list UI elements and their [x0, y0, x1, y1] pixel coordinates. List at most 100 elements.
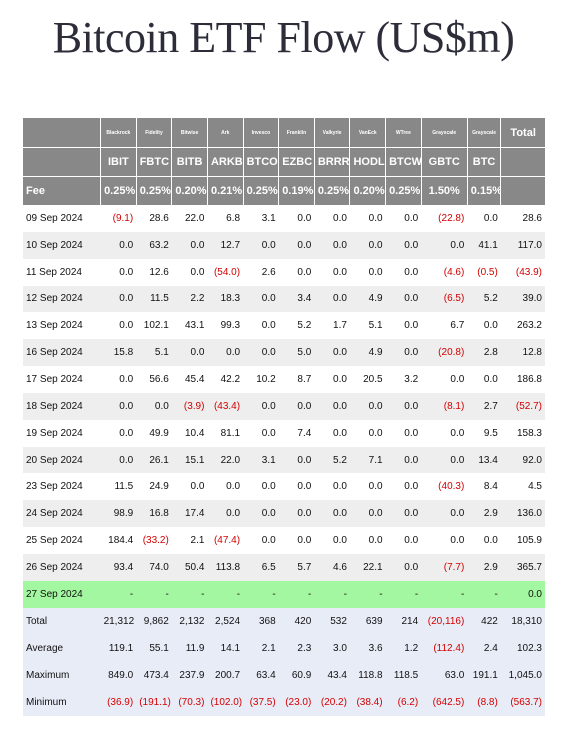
- flow-cell: 5.1: [136, 339, 172, 367]
- summary-cell: (37.5): [243, 688, 279, 716]
- table-row: 23 Sep 2024 11.5 24.9 0.0 0.0 0.0 0.0 0.0 0.0 0.0…: [23, 473, 545, 501]
- table-row: 24 Sep 2024 98.9 16.8 17.4 0.0 0.0 0.0 0.0 0.0 0.…: [23, 500, 545, 528]
- flow-cell: 0.0: [278, 446, 315, 474]
- flow-cell: 0.0: [243, 500, 279, 528]
- date-cell: 12 Sep 2024: [23, 285, 101, 313]
- ticker-header: BRRR: [314, 147, 351, 177]
- flow-cell: 0.0: [385, 258, 422, 286]
- summary-cell: 60.9: [278, 661, 315, 689]
- flow-cell: 102.1: [136, 312, 172, 340]
- fee-cell: 0.25%: [100, 176, 137, 205]
- flow-cell: 0.0: [385, 392, 422, 420]
- flow-cell: 8.4: [467, 473, 501, 501]
- fee-cell: 0.25%: [136, 176, 173, 205]
- summary-cell: 473.4: [136, 661, 172, 689]
- flow-cell: 0.0: [385, 446, 422, 474]
- flow-cell: 6.7: [421, 312, 468, 340]
- table-row: 25 Sep 2024 184.4 (33.2) 2.1 (47.4) 0.0 0.0 0.0…: [23, 527, 545, 554]
- flow-cell: 0.0: [243, 392, 279, 420]
- flow-cell: 81.1: [207, 419, 244, 447]
- fee-cell: 0.15%: [467, 176, 502, 205]
- flow-cell: 11.5: [136, 285, 172, 313]
- flow-cell: (7.7): [421, 553, 468, 581]
- flow-cell: 13.4: [467, 446, 501, 474]
- summary-cell: 639: [349, 607, 386, 635]
- flow-cell: 0.0: [385, 527, 422, 554]
- flow-cell: 0.0: [278, 527, 315, 554]
- summary-cell: (20,116): [421, 607, 468, 635]
- flow-cell: 6.8: [207, 205, 244, 232]
- fee-cell: 0.25%: [385, 176, 422, 205]
- row-total-cell: 136.0: [500, 500, 545, 528]
- flow-cell: -: [171, 580, 208, 608]
- flow-cell: 7.4: [278, 419, 315, 447]
- summary-cell: 119.1: [100, 634, 137, 662]
- flow-cell: 0.0: [278, 392, 315, 420]
- issuer-header: Ark: [207, 118, 244, 148]
- flow-cell: 0.0: [421, 366, 468, 393]
- summary-total-cell: 1,045.0: [500, 661, 545, 689]
- row-total-cell: 365.7: [500, 553, 545, 581]
- summary-cell: 422: [467, 607, 501, 635]
- flow-cell: 18.3: [207, 285, 244, 313]
- flow-cell: 0.0: [385, 231, 422, 259]
- flow-cell: 3.2: [385, 366, 422, 393]
- row-total-cell: 39.0: [500, 285, 545, 313]
- ticker-header-row: IBIT FBTC BITB ARKB BTCO EZBC BRRR HODL BTCW GBTC…: [23, 147, 545, 177]
- ticker-header: BTCO: [243, 147, 280, 177]
- date-cell: 24 Sep 2024: [23, 500, 101, 528]
- summary-cell: 2.3: [278, 634, 315, 662]
- flow-cell: 0.0: [314, 285, 350, 313]
- flow-cell: (9.1): [100, 205, 137, 232]
- flow-cell: 0.0: [314, 527, 350, 554]
- flow-cell: 0.0: [314, 205, 350, 232]
- flow-cell: -: [243, 580, 279, 608]
- flow-cell: -: [100, 580, 137, 608]
- flow-cell: 56.6: [136, 366, 172, 393]
- flow-cell: 0.0: [385, 553, 422, 581]
- summary-cell: 14.1: [207, 634, 244, 662]
- flow-cell: 0.0: [385, 205, 422, 232]
- flow-cell: 4.9: [349, 339, 386, 367]
- flow-cell: 0.0: [385, 285, 422, 313]
- summary-label: Maximum: [23, 661, 101, 689]
- row-total-cell: 158.3: [500, 419, 545, 447]
- date-cell: 11 Sep 2024: [23, 258, 101, 286]
- flow-cell: 12.6: [136, 258, 172, 286]
- fee-row: Fee 0.25% 0.25% 0.20% 0.21% 0.25% 0.19% 0.25% 0.…: [23, 176, 545, 205]
- etf-flow-table: Blackrock Fidelity Bitwise Ark Invesco Frankl…: [23, 118, 545, 716]
- summary-cell: 3.6: [349, 634, 386, 662]
- summary-row: Total 21,312 9,862 2,132 2,524 368 420 532 639 21…: [23, 607, 545, 635]
- summary-cell: 532: [314, 607, 350, 635]
- flow-cell: 49.9: [136, 419, 172, 447]
- summary-cell: 55.1: [136, 634, 172, 662]
- flow-cell: 0.0: [207, 473, 244, 501]
- row-total-cell: 4.5: [500, 473, 545, 501]
- summary-label: Minimum: [23, 688, 101, 716]
- flow-cell: 0.0: [421, 419, 468, 447]
- flow-cell: 98.9: [100, 500, 137, 528]
- flow-cell: 184.4: [100, 527, 137, 554]
- flow-cell: 0.0: [207, 500, 244, 528]
- row-total-cell: 12.8: [500, 339, 545, 367]
- flow-cell: 0.0: [421, 446, 468, 474]
- table-row: 26 Sep 2024 93.4 74.0 50.4 113.8 6.5 5.7 4.6 22.…: [23, 553, 545, 581]
- flow-cell: -: [385, 580, 422, 608]
- flow-cell: 5.2: [314, 446, 350, 474]
- table-row: 11 Sep 2024 0.0 12.6 0.0 (54.0) 2.6 0.0 0.0 0.0 0…: [23, 258, 545, 286]
- summary-cell: 237.9: [171, 661, 208, 689]
- flow-cell: (54.0): [207, 258, 244, 286]
- table-row: 18 Sep 2024 0.0 0.0 (3.9) (43.4) 0.0 0.0 0.0 0.0…: [23, 392, 545, 420]
- ticker-header: ARKB: [207, 147, 244, 177]
- issuer-header: Bitwise: [171, 118, 208, 148]
- flow-cell: 0.0: [243, 527, 279, 554]
- summary-cell: 420: [278, 607, 315, 635]
- flow-cell: 3.1: [243, 205, 279, 232]
- flow-cell: 0.0: [349, 473, 386, 501]
- flow-cell: 43.1: [171, 312, 208, 340]
- summary-cell: 191.1: [467, 661, 501, 689]
- flow-cell: 0.0: [349, 500, 386, 528]
- flow-cell: 0.0: [278, 231, 315, 259]
- summary-cell: 2.1: [243, 634, 279, 662]
- summary-cell: (38.4): [349, 688, 386, 716]
